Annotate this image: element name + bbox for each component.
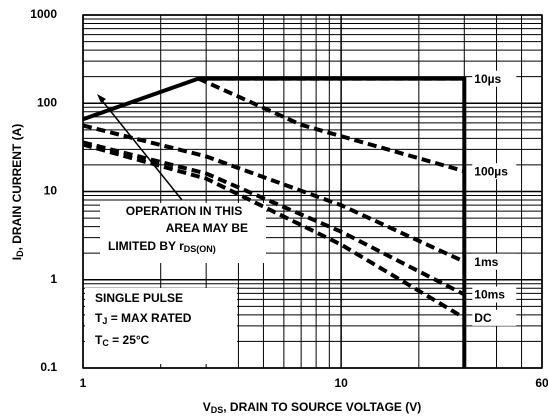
annotation: OPERATION IN THIS AREA MAY BE LIMITED BY…: [108, 204, 248, 254]
annotation-text: LIMITED BY r: [108, 239, 184, 253]
series-label-bg: [472, 253, 517, 270]
y-tick-label: 0.1: [40, 360, 57, 374]
series-label-bg: [472, 309, 517, 326]
series-label: DC: [474, 311, 492, 325]
annotation-line: LIMITED BY rDS(ON): [108, 239, 216, 254]
conditions-box: [85, 288, 237, 364]
annotation-line: OPERATION IN THIS: [126, 204, 242, 218]
x-label-sub: DS: [211, 405, 224, 415]
series-line: [197, 76, 465, 174]
x-label-rest: , DRAIN TO SOURCE VOLTAGE (V): [223, 400, 421, 414]
series-label-bg: [472, 70, 517, 87]
y-tick-label: 100: [37, 95, 57, 109]
condition: SINGLE PULSE: [95, 291, 183, 305]
y-axis-label: ID, DRAIN CURRENT (A): [10, 124, 25, 261]
condition-rest: = 25°C: [109, 333, 150, 347]
condition: TJ = MAX RATED: [95, 311, 192, 326]
y-label-sub: D: [15, 250, 25, 257]
series-line: [82, 123, 466, 264]
series-label-bg: [472, 286, 517, 303]
x-tick-label: 60: [535, 376, 548, 390]
y-tick-label: 1: [50, 272, 57, 286]
series-label: 10µs: [474, 72, 501, 86]
annotation-line: AREA MAY BE: [166, 221, 248, 235]
condition-sub: J: [102, 316, 107, 326]
y-tick-label: 1000: [30, 7, 57, 21]
plot-frame: [82, 14, 543, 369]
y-label-main: I: [10, 257, 24, 260]
series-label: 100µs: [474, 164, 508, 178]
annotation-box: [100, 203, 266, 263]
condition-sub: C: [102, 338, 109, 348]
condition-rest: = MAX RATED: [107, 311, 191, 325]
series-label: 10ms: [474, 288, 505, 302]
condition-main: T: [95, 333, 103, 347]
series-line: [82, 142, 466, 320]
y-label-rest: , DRAIN CURRENT (A): [10, 124, 24, 251]
arrow-head: [97, 94, 106, 103]
x-tick-label: 1: [80, 376, 87, 390]
annotation-sub: DS(ON): [184, 244, 216, 254]
x-label-main: V: [203, 400, 211, 414]
series-label-bg: [472, 163, 517, 180]
series-line: [82, 140, 466, 297]
annotation-arrow: [99, 97, 183, 201]
x-axis-label: VDS, DRAIN TO SOURCE VOLTAGE (V): [203, 400, 422, 415]
x-tick-label: 10: [334, 376, 348, 390]
series-label: 1ms: [474, 255, 498, 269]
limit-line: [82, 76, 467, 368]
y-tick-label: 10: [44, 184, 58, 198]
condition-main: T: [95, 311, 103, 325]
condition: TC = 25°C: [95, 333, 150, 348]
